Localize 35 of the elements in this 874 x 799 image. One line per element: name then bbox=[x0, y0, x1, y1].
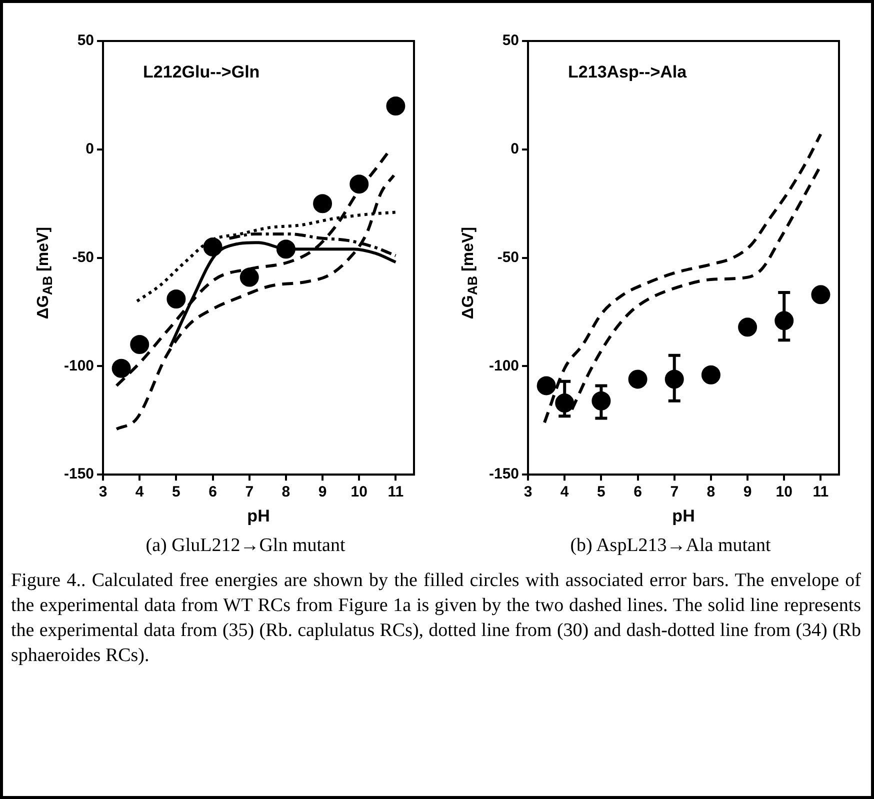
y-tick-label: -150 bbox=[488, 466, 520, 483]
x-tick-label: 5 bbox=[597, 484, 606, 501]
text: L212Glu-->Gln bbox=[143, 62, 260, 82]
y-tick-label: 0 bbox=[86, 140, 94, 158]
x-axis-title: pH bbox=[247, 506, 270, 526]
x-tick-label: 5 bbox=[172, 484, 180, 501]
caption: Figure 4.. Calculated free energies are shown by the filled circles with associated error bars. The envelope of the experimental data from WT RCs from Figure 1a is given by the two dashed lines. The solid line represents the experimental data from (35) (Rb. caplulatus RCs), dotted line from (30) and dash-dotted line from (34) (Rb sphaeroides RCs). bbox=[11, 569, 861, 668]
text: (a) GluL212→Gln mutant bbox=[144, 535, 346, 557]
x-tick-label: 6 bbox=[208, 484, 217, 501]
x-tick-label: 4 bbox=[135, 484, 144, 501]
x-tick-label: 4 bbox=[560, 484, 570, 501]
y-tick-label: 0 bbox=[510, 140, 520, 158]
y-tick-label: -150 bbox=[64, 466, 94, 483]
text: L213Asp-->Ala bbox=[568, 62, 688, 82]
x-tick-label: 6 bbox=[634, 484, 642, 501]
x-tick-label: 3 bbox=[524, 484, 532, 501]
y-tick-label: 50 bbox=[502, 32, 520, 50]
x-tick-label: 11 bbox=[388, 484, 404, 501]
x-axis-title: pH bbox=[672, 506, 695, 526]
text: (b) AspL213→Ala mutant bbox=[569, 535, 772, 557]
x-tick-label: 11 bbox=[812, 484, 829, 501]
y-tick-label: -100 bbox=[64, 357, 94, 374]
y-tick-label: -50 bbox=[497, 248, 520, 266]
x-tick-label: 10 bbox=[350, 484, 368, 501]
x-tick-label: 7 bbox=[670, 484, 679, 501]
x-tick-label: 7 bbox=[245, 484, 254, 501]
x-tick-label: 8 bbox=[706, 484, 716, 501]
y-tick-label: 50 bbox=[77, 32, 94, 50]
x-tick-label: 9 bbox=[743, 484, 752, 501]
y-tick-label: -100 bbox=[488, 357, 520, 374]
x-tick-label: 9 bbox=[318, 484, 327, 501]
x-tick-label: 8 bbox=[282, 484, 290, 501]
x-tick-label: 10 bbox=[776, 484, 792, 501]
y-tick-label: -50 bbox=[72, 248, 94, 266]
x-tick-label: 3 bbox=[98, 484, 108, 501]
